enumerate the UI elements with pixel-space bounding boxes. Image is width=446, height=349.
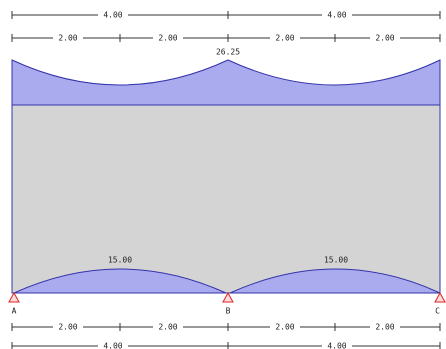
label-bg — [370, 322, 400, 332]
span-moment-label: 15.00 — [324, 256, 348, 265]
beam-area — [11, 104, 441, 294]
label-bg — [270, 322, 300, 332]
support-moment-area — [11, 59, 441, 106]
label-bg — [270, 33, 300, 43]
top-dimensions: 4.00 4.00 2.00 2.00 2.00 2.00 — [11, 10, 441, 43]
support-label: A — [12, 307, 17, 316]
label-bg — [53, 33, 83, 43]
support-label: C — [435, 307, 440, 316]
label-bg — [153, 33, 183, 43]
segment-length: 2.00 — [58, 323, 77, 332]
label-bg — [322, 341, 352, 349]
label-bg — [98, 10, 128, 20]
span-length: 4.00 — [327, 11, 346, 20]
segment-length: 2.00 — [275, 323, 294, 332]
support-label: B — [226, 307, 231, 316]
span-moment-label: 15.00 — [108, 256, 132, 265]
support-symbol — [8, 291, 20, 303]
span-moment-area — [13, 268, 227, 294]
span-length: 4.00 — [103, 11, 122, 20]
segment-length: 2.00 — [375, 323, 394, 332]
segment-length: 2.00 — [158, 34, 177, 43]
bottom-dimensions: 2.00 2.00 2.00 2.00 4.00 4.00 — [11, 322, 441, 349]
support-symbol — [222, 291, 234, 303]
label-bg — [153, 322, 183, 332]
segment-length: 2.00 — [275, 34, 294, 43]
label-bg — [98, 341, 128, 349]
label-bg — [53, 322, 83, 332]
label-bg — [370, 33, 400, 43]
segment-length: 2.00 — [58, 34, 77, 43]
support-moment-label: 26.25 — [216, 48, 240, 57]
supports: A B C — [8, 291, 446, 316]
support-symbol — [434, 291, 446, 303]
span-length: 4.00 — [327, 342, 346, 349]
label-bg — [322, 10, 352, 20]
segment-length: 2.00 — [158, 323, 177, 332]
segment-length: 2.00 — [375, 34, 394, 43]
span-length: 4.00 — [103, 342, 122, 349]
span-moment-area — [229, 268, 441, 294]
